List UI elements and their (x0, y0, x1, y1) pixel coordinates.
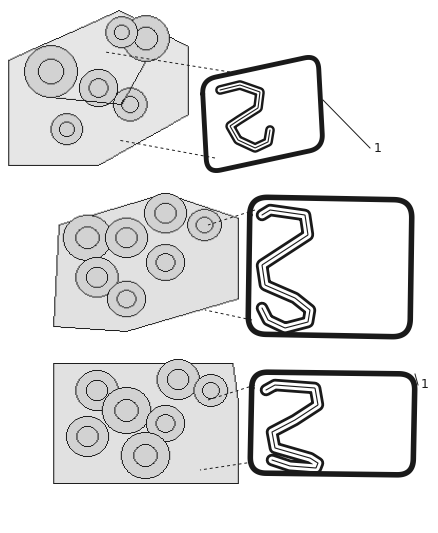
Polygon shape (248, 197, 412, 337)
Text: 1: 1 (421, 378, 429, 392)
Polygon shape (250, 372, 415, 475)
Text: 1: 1 (374, 141, 382, 155)
Polygon shape (203, 58, 322, 171)
